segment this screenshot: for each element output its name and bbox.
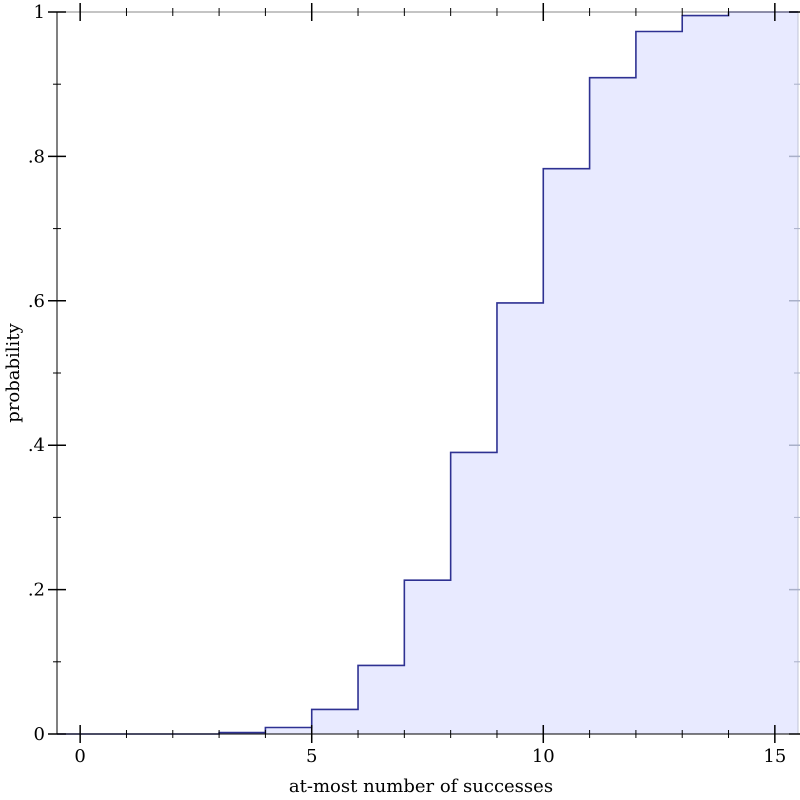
plot-area — [57, 11, 798, 735]
y-tick-label: .8 — [28, 146, 45, 167]
y-tick-label: .6 — [28, 291, 45, 312]
y-tick-label: 0 — [34, 724, 45, 745]
y-axis-title: probability — [3, 322, 24, 422]
tick-labels: 0 5 10 15 0 .2 .4 .6 .8 1 — [28, 2, 786, 767]
x-axis-title: at-most number of successes — [289, 776, 553, 797]
x-tick-label: 15 — [763, 746, 786, 767]
x-tick-label: 0 — [74, 746, 85, 767]
y-tick-label: 1 — [34, 2, 45, 23]
x-tick-label: 10 — [532, 746, 555, 767]
axis-ticks — [48, 3, 800, 743]
y-tick-label: .2 — [28, 580, 45, 601]
cdf-area-fill — [57, 12, 798, 734]
y-tick-label: .4 — [28, 435, 45, 456]
x-tick-label: 5 — [306, 746, 317, 767]
